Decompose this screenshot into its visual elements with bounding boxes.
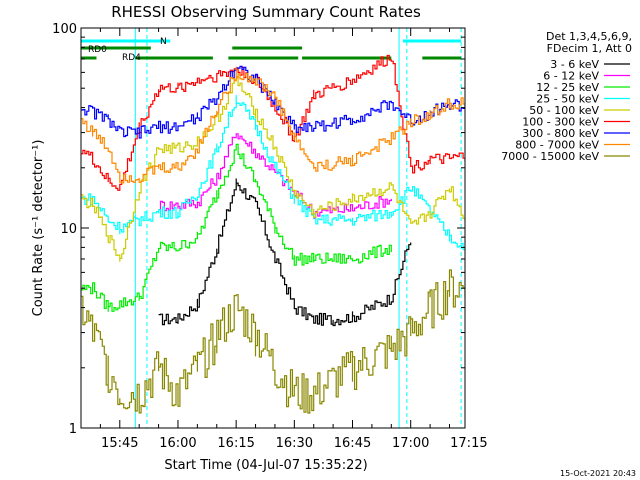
legend-label: 50 - 100 keV (529, 104, 599, 117)
series-line-3 (81, 143, 392, 312)
series-line-7 (81, 65, 465, 139)
legend-label: 25 - 50 keV (536, 93, 599, 106)
x-tick-label: 17:00 (392, 436, 429, 451)
x-tick-label: 16:15 (217, 436, 254, 451)
x-tick-label: 15:45 (101, 436, 138, 451)
legend-label: 100 - 300 keV (522, 116, 599, 129)
legend-header: Det 1,3,4,5,6,9, (546, 30, 632, 43)
legend-label: 12 - 25 keV (536, 81, 599, 94)
x-tick-label: 16:30 (276, 436, 313, 451)
legend-label: 3 - 6 keV (550, 58, 599, 71)
x-axis-title: Start Time (04-Jul-07 15:35:22) (164, 458, 367, 473)
legend-label: 6 - 12 keV (543, 70, 599, 83)
x-tick-label: 17:15 (450, 436, 487, 451)
y-tick-label: 100 (52, 22, 77, 37)
series-line-2 (158, 133, 392, 219)
flag-label-n: N (160, 37, 167, 47)
series-line-1 (158, 178, 412, 327)
series-line-6 (81, 54, 465, 191)
y-tick-label: 1 (69, 422, 77, 437)
flag-label-rd0: RD0 (88, 45, 107, 55)
x-tick-label: 16:00 (159, 436, 196, 451)
y-axis-title: Count Rate (s⁻¹ detector⁻¹) (31, 140, 46, 317)
x-tick-label: 16:45 (334, 436, 371, 451)
series-line-9 (81, 269, 465, 414)
series-line-4 (81, 95, 465, 251)
flag-label-rd4: RD4 (122, 53, 141, 63)
legend-label: 7000 - 15000 keV (501, 150, 599, 163)
y-tick-label: 10 (60, 222, 77, 237)
legend-label: 800 - 7000 keV (515, 139, 599, 152)
footer-date: 15-Oct-2021 20:43 (560, 469, 636, 478)
chart-title: RHESSI Observing Summary Count Rates (111, 3, 421, 21)
series-line-8 (81, 66, 465, 184)
legend-label: 300 - 800 keV (522, 127, 599, 140)
legend-header: FDecim 1, Att 0 (547, 42, 632, 55)
